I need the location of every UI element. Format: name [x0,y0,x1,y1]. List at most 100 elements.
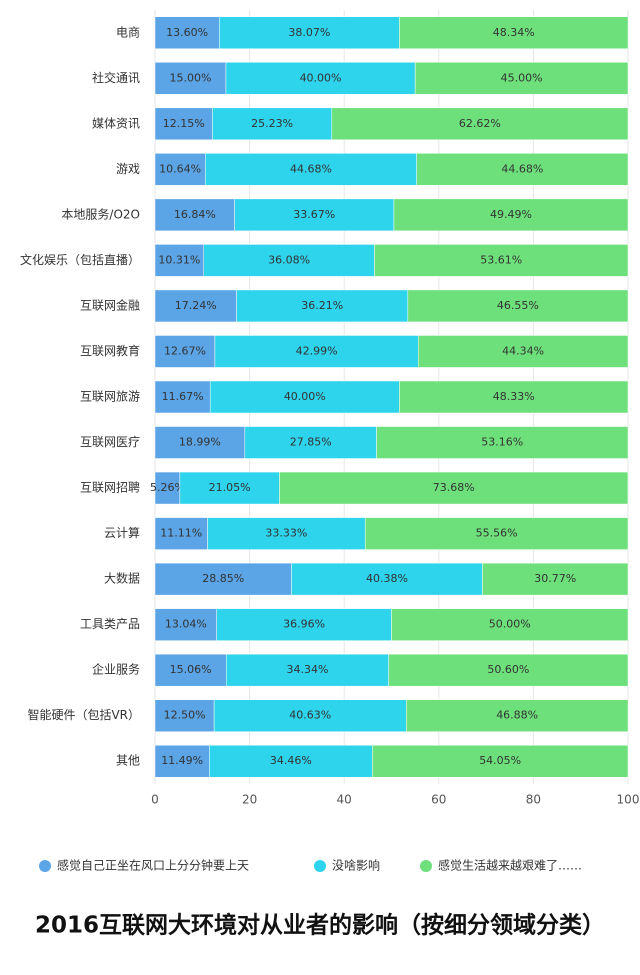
bar-segment [154,16,220,50]
bar-segment [364,517,629,550]
value-label: 53.61% [480,253,522,266]
bar-segment [399,16,629,50]
y-tick-label: 电商 [116,24,140,39]
x-tick-label: 40 [337,793,352,807]
y-tick-label: 互联网旅游 [80,390,140,404]
bar-segment [213,699,407,732]
value-label: 25.23% [251,117,293,130]
x-tick-label: 20 [242,793,257,807]
value-label: 53.16% [481,436,523,449]
y-tick-label: 互联网招聘 [80,481,140,495]
value-label: 21.05% [209,481,251,494]
bar-segment [388,653,629,687]
value-label: 36.21% [301,299,343,312]
bar-segment [154,517,208,550]
value-label: 44.34% [502,344,544,357]
value-label: 49.49% [490,208,532,221]
value-label: 13.60% [166,26,208,39]
bar-segment [234,198,395,232]
value-label: 17.24% [175,299,217,312]
bar-segment [482,562,629,596]
value-label: 33.33% [265,527,307,540]
value-label: 11.67% [162,390,204,403]
value-label: 48.33% [493,390,535,403]
value-label: 38.07% [288,26,330,39]
value-label: 73.68% [433,481,475,494]
y-tick-label: 其他 [116,754,140,768]
value-label: 28.85% [202,572,244,585]
chart-title: 2016互联网大环境对从业者的影响（按细分领域分类） [35,912,605,939]
value-label: 62.62% [459,117,501,130]
value-label: 54.05% [479,754,521,767]
value-label: 12.15% [163,117,205,130]
value-label: 34.34% [286,663,328,676]
bar-segment [154,562,292,596]
value-label: 10.64% [159,162,201,175]
value-label: 36.08% [268,253,310,266]
value-label: 50.00% [489,618,531,631]
bar-segment [212,107,333,141]
bar-segment [205,153,417,186]
bar-segment [154,426,246,459]
y-tick-label: 游戏 [116,162,140,176]
bar-segment [154,653,227,687]
y-tick-label: 工具类产品 [80,617,140,631]
x-tick-label: 0 [151,793,159,807]
value-label: 55.56% [476,527,518,540]
legend-marker [314,860,326,872]
legend-label: 没啥影响 [332,858,380,873]
bar-segment [372,744,629,778]
value-label: 11.11% [160,527,202,540]
y-tick-label: 媒体资讯 [92,116,140,130]
legend-marker [39,860,51,872]
bar-segment [154,198,235,232]
y-tick-label: 云计算 [104,525,140,540]
value-label: 18.99% [179,436,221,449]
value-label: 40.38% [366,572,408,585]
value-label: 11.49% [161,754,203,767]
bar-segment [374,244,629,277]
value-label: 33.67% [293,208,335,221]
bar-segment [203,244,375,277]
bar-segment [406,699,629,732]
value-label: 30.77% [534,572,576,585]
bar-segment [209,380,400,414]
y-tick-label: 企业服务 [92,662,140,677]
value-label: 12.67% [164,344,206,357]
value-label: 40.00% [300,71,342,84]
value-label: 46.55% [497,299,539,312]
bar-segment [393,198,629,232]
value-label: 42.99% [296,344,338,357]
bar-segment [407,289,629,323]
value-label: 44.68% [290,162,332,175]
bar-segment [225,62,416,95]
y-tick-label: 互联网金融 [80,297,140,312]
bar-segment [416,153,629,186]
value-label: 10.31% [158,253,200,266]
legend-label: 感觉自己正坐在风口上分分钟要上天 [57,858,249,873]
y-tick-label: 智能硬件（包括VR） [27,707,140,722]
x-tick-label: 80 [526,793,541,807]
bar-segment [154,62,227,95]
bar-segment [391,608,629,641]
bar-segment [279,471,629,505]
value-label: 12.50% [164,709,206,722]
value-label: 16.84% [174,208,216,221]
value-label: 27.85% [290,436,332,449]
bar-segment [154,744,210,778]
y-tick-label: 文化娱乐（包括直播） [20,252,140,267]
legend-marker [420,860,432,872]
bar-segment [214,335,419,368]
value-label: 40.00% [284,390,326,403]
value-label: 48.34% [493,26,535,39]
bar-segment [418,335,629,368]
bar-segment [414,62,629,95]
bar-segment [244,426,377,459]
value-label: 50.60% [487,663,529,676]
y-tick-label: 互联网医疗 [80,435,140,449]
bar-segment [179,471,280,505]
value-label: 44.68% [501,162,543,175]
value-label: 15.00% [169,71,211,84]
value-label: 46.88% [496,709,538,722]
